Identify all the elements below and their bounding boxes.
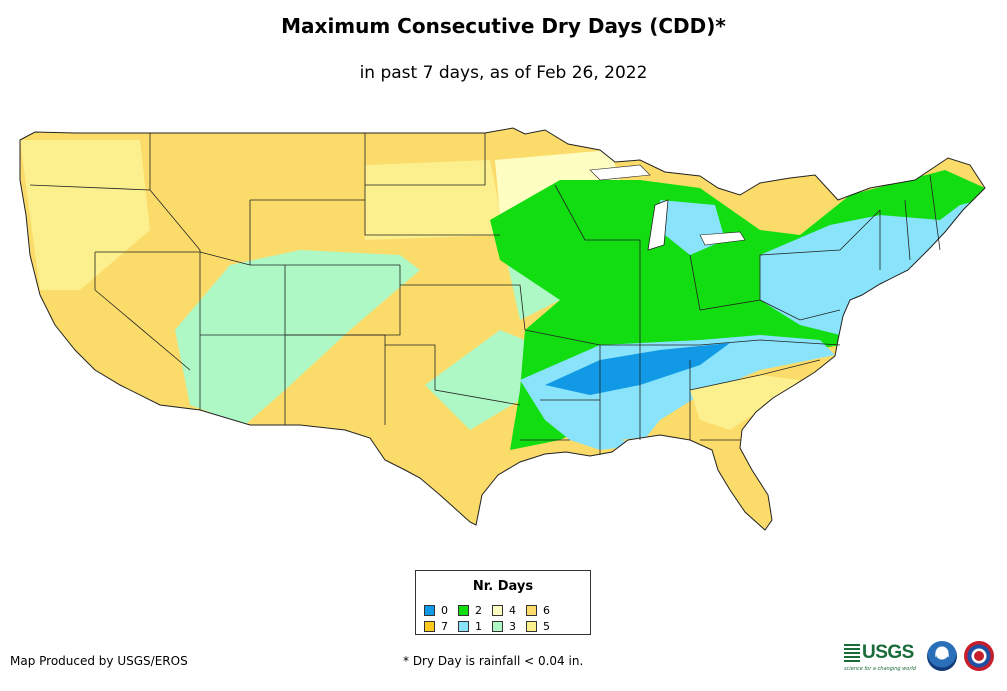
noaa-logo-icon: noaa [927, 641, 957, 671]
region-5-days-southeast [690, 375, 800, 430]
nws-logo-icon [964, 641, 994, 671]
boundary-line [94, 252, 191, 371]
region-6-days-florida [620, 430, 772, 520]
lake-michigan [647, 199, 669, 251]
usgs-logo-text: USGS [862, 642, 914, 663]
map-credit: Map Produced by USGS/EROS [10, 654, 188, 668]
boundary-line [29, 184, 151, 191]
legend-swatch [424, 604, 435, 616]
region-5-days-pacific [20, 140, 150, 290]
boundary-line [249, 199, 365, 265]
map-subtitle: in past 7 days, as of Feb 26, 2022 [359, 63, 648, 83]
legend-swatch [492, 620, 503, 632]
state-boundaries [29, 133, 941, 455]
legend-swatch [424, 620, 435, 632]
agency-logos: USGS science for a changing world noaa [840, 638, 1005, 678]
boundary-line [364, 133, 500, 236]
boundary-line [149, 133, 201, 410]
nws-logo-center [974, 651, 984, 661]
legend-label: 2 [475, 603, 482, 617]
us-cdd-map [19, 127, 986, 531]
legend-items: 0 2 4 6 7 1 3 5 [424, 603, 589, 633]
lake-erie [699, 231, 746, 246]
region-3-days-texas [425, 330, 525, 430]
legend-label: 7 [441, 619, 448, 633]
legend-item: 7 [424, 619, 458, 633]
boundary-line [524, 329, 841, 346]
legend-item: 0 [424, 603, 458, 617]
lake-superior [589, 164, 651, 181]
region-3-days-southwest [175, 250, 420, 425]
boundary-line [689, 209, 881, 311]
legend-label: 0 [441, 603, 448, 617]
boundary-line [700, 174, 941, 441]
legend-label: 1 [475, 619, 482, 633]
legend-label: 5 [543, 619, 550, 633]
usgs-logo-icon [844, 644, 860, 662]
legend-swatch [526, 604, 537, 616]
legend-item: 5 [526, 619, 560, 633]
boundary-line [385, 344, 521, 406]
legend-swatch [458, 604, 469, 616]
legend-item: 3 [492, 619, 526, 633]
boundary-line [689, 299, 841, 391]
legend-title: Nr. Days [472, 579, 534, 594]
region-0-days [545, 343, 730, 395]
us-outline [19, 127, 986, 531]
boundary-line [520, 399, 600, 441]
legend-label: 4 [509, 603, 516, 617]
legend-label: 3 [509, 619, 516, 633]
legend-item: 1 [458, 619, 492, 633]
boundary-line [365, 133, 486, 186]
legend: Nr. Days 0 2 4 6 7 1 3 5 [415, 570, 591, 635]
legend-swatch [492, 604, 503, 616]
usgs-tagline: science for a changing world [844, 666, 916, 672]
legend-item: 4 [492, 603, 526, 617]
legend-label: 6 [543, 603, 550, 617]
dry-day-footnote: * Dry Day is rainfall < 0.04 in. [403, 654, 584, 668]
region-1-day-northeast [760, 200, 980, 335]
boundary-line [200, 334, 386, 425]
cdd-fill-regions [20, 128, 985, 530]
legend-item: 6 [526, 603, 560, 617]
boundary-line [95, 251, 400, 266]
map-title: Maximum Consecutive Dry Days (CDD)* [281, 14, 726, 38]
legend-swatch [458, 620, 469, 632]
legend-item: 2 [458, 603, 492, 617]
region-5-days-plains [365, 160, 505, 240]
boundary-line [554, 184, 641, 345]
legend-swatch [526, 620, 537, 632]
